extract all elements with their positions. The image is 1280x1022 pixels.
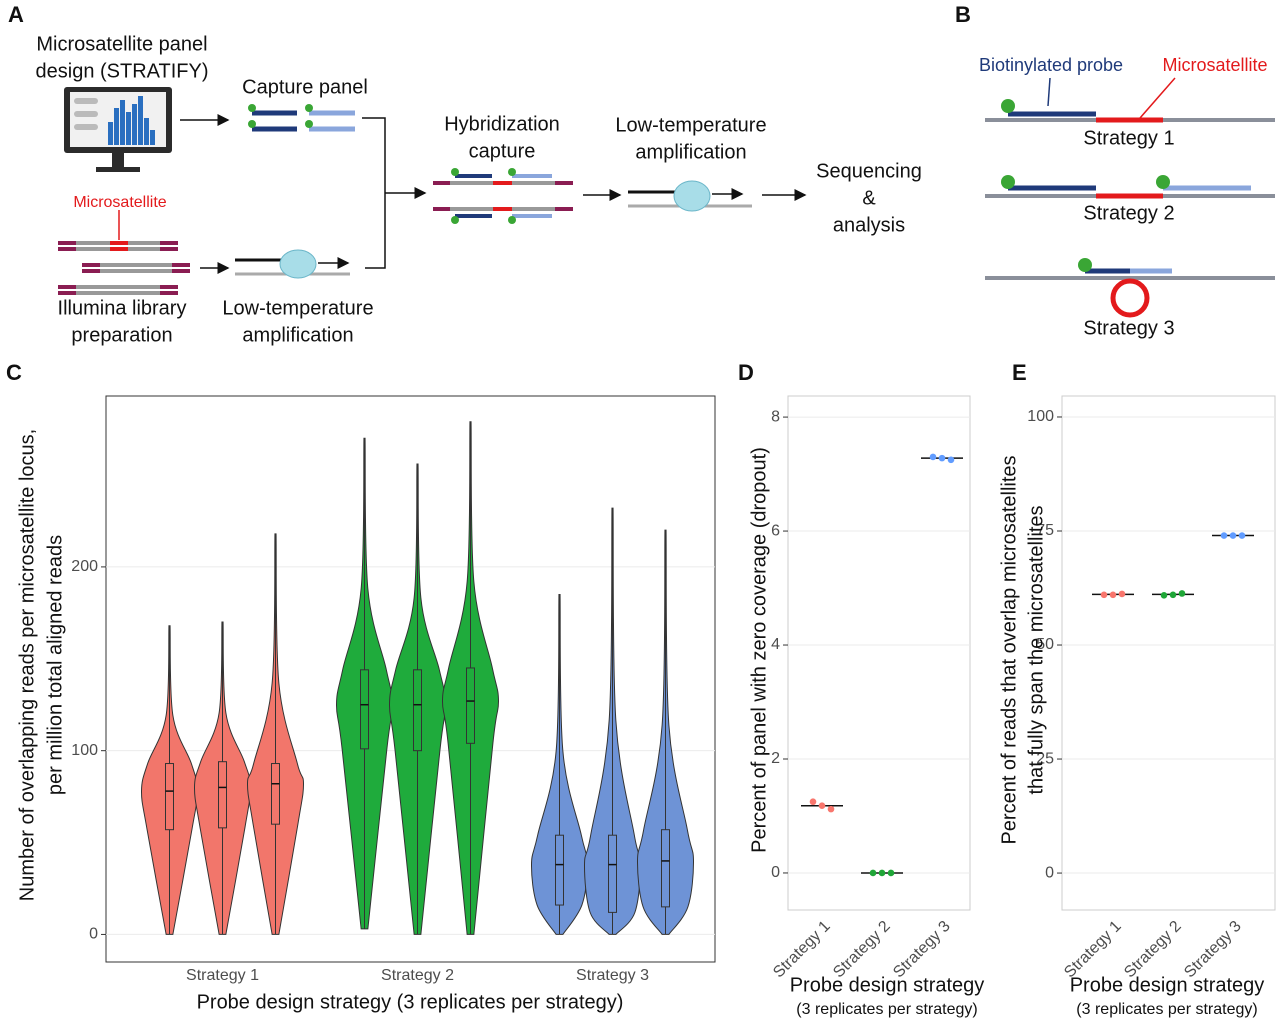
- microsatellite-label: Microsatellite: [73, 194, 166, 211]
- strategy-label: Strategy 2: [1083, 202, 1174, 224]
- library-label: preparation: [71, 324, 172, 346]
- amplification-icon: [628, 180, 752, 212]
- point: [827, 805, 835, 813]
- strategy-diagrams: [985, 77, 1275, 318]
- x-axis-title: Probe design strategy: [1070, 974, 1265, 996]
- y-tick-label: 200: [71, 558, 98, 575]
- point: [947, 456, 955, 464]
- panel-label: C: [6, 360, 22, 385]
- hybridization-label: capture: [469, 140, 536, 162]
- y-tick-label: 25: [1036, 750, 1054, 767]
- probe-label: Biotinylated probe: [979, 55, 1123, 75]
- point: [818, 802, 826, 810]
- box: [165, 763, 174, 831]
- x-axis-subtitle: (3 replicates per strategy): [1076, 1001, 1257, 1018]
- x-axis-subtitle: (3 replicates per strategy): [796, 1001, 977, 1018]
- sequencing-label: analysis: [833, 214, 905, 236]
- flow-arrows: [180, 114, 807, 274]
- point: [869, 869, 877, 877]
- box: [661, 829, 670, 908]
- x-tick-label: Strategy 1: [770, 918, 834, 982]
- point: [809, 798, 817, 806]
- panel-label: B: [955, 2, 971, 27]
- x-axis-title: Probe design strategy (3 replicates per …: [197, 991, 624, 1013]
- y-tick-label: 8: [771, 408, 780, 425]
- x-tick-label: Strategy 2: [381, 967, 454, 984]
- y-tick-label: 0: [89, 926, 98, 943]
- amplification-label: Low-temperature: [615, 114, 766, 136]
- y-axis-title: that fully span the microsatellites: [1025, 505, 1047, 794]
- y-tick-label: 75: [1036, 522, 1054, 539]
- hybridization-icon: [433, 168, 573, 224]
- sequencing-label: &: [862, 187, 876, 209]
- panel-label: D: [738, 360, 754, 385]
- x-axis-title: Probe design strategy: [790, 974, 985, 996]
- y-axis-title: per million total aligned reads: [44, 535, 66, 795]
- box: [218, 761, 227, 829]
- plot-background: [1061, 395, 1276, 911]
- box: [466, 667, 475, 744]
- monitor-icon: [64, 87, 172, 172]
- x-tick-label: Strategy 2: [830, 918, 894, 982]
- amplification-icon: [235, 249, 350, 279]
- point: [1238, 532, 1246, 539]
- point: [1220, 532, 1228, 539]
- x-tick-label: Strategy 1: [186, 967, 259, 984]
- microsatellite-label: Microsatellite: [1162, 55, 1267, 75]
- point: [1109, 591, 1117, 599]
- y-axis-title: Percent of panel with zero coverage (dro…: [748, 447, 770, 853]
- y-tick-label: 4: [771, 636, 780, 653]
- point: [938, 454, 946, 462]
- y-tick-label: 100: [1027, 408, 1054, 425]
- x-tick-label: Strategy 2: [1121, 918, 1185, 982]
- x-tick-label: Strategy 3: [890, 918, 954, 982]
- strategy-label: Strategy 3: [1083, 317, 1174, 339]
- box: [413, 669, 422, 752]
- box: [555, 834, 564, 906]
- plot-background: [787, 395, 971, 911]
- point: [1100, 591, 1108, 599]
- x-tick-label: Strategy 1: [1061, 918, 1125, 982]
- point: [887, 869, 895, 877]
- point: [1178, 590, 1186, 597]
- panel-label: E: [1012, 360, 1027, 385]
- design-label: Microsatellite panel: [36, 33, 207, 55]
- strategy-label: Strategy 1: [1083, 127, 1174, 149]
- capture-probes: [248, 104, 355, 132]
- library-fragments: [58, 210, 190, 295]
- design-label: design (STRATIFY): [36, 60, 209, 82]
- amplification-label: Low-temperature: [222, 297, 373, 319]
- panel-label: A: [8, 2, 24, 27]
- y-axis-title: Number of overlapping reads per microsat…: [16, 429, 38, 901]
- point: [1229, 532, 1237, 539]
- point: [1118, 590, 1126, 598]
- box: [271, 763, 280, 825]
- box: [608, 834, 617, 913]
- amplification-label: amplification: [635, 141, 746, 163]
- y-tick-label: 100: [71, 742, 98, 759]
- point: [1169, 591, 1177, 599]
- point: [1160, 592, 1168, 599]
- x-tick-label: Strategy 3: [1181, 918, 1245, 982]
- y-tick-label: 6: [771, 522, 780, 539]
- y-tick-label: 2: [771, 750, 780, 767]
- point: [878, 869, 886, 877]
- y-axis-title: Percent of reads that overlap microsatel…: [998, 455, 1020, 844]
- point: [929, 453, 937, 461]
- hybridization-label: Hybridization: [444, 113, 560, 135]
- box: [360, 669, 369, 750]
- y-tick-label: 0: [1045, 864, 1054, 881]
- amplification-label: amplification: [242, 324, 353, 346]
- y-tick-label: 50: [1036, 636, 1054, 653]
- y-tick-label: 0: [771, 864, 780, 881]
- capture-label: Capture panel: [242, 76, 368, 98]
- sequencing-label: Sequencing: [816, 160, 922, 182]
- x-tick-label: Strategy 3: [576, 967, 649, 984]
- library-label: Illumina library: [58, 297, 187, 319]
